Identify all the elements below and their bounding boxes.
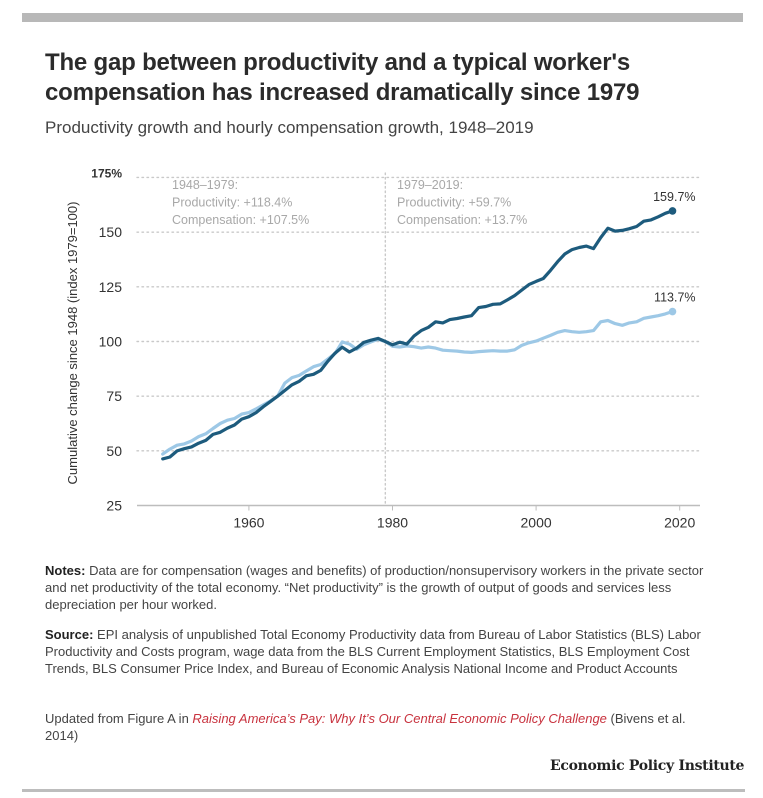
x-tick-label: 2020 [664, 515, 695, 531]
period-annotation-line: Compensation: +107.5% [172, 213, 309, 227]
y-tick-label: 50 [106, 443, 122, 459]
top-divider-bar [22, 13, 743, 22]
period-annotation-line: Compensation: +13.7% [397, 213, 527, 227]
title-line-1: The gap between productivity and a typic… [45, 49, 630, 76]
series-line-compensation [161, 309, 675, 456]
grid-layer [136, 172, 701, 507]
source-block: Source: EPI analysis of unpublished Tota… [45, 626, 725, 677]
notes-label: Notes: [45, 563, 86, 578]
y-axis-title: Cumulative change since 1948 (index 1979… [65, 202, 80, 485]
series-line-productivity [161, 209, 675, 461]
x-tick-label: 2000 [521, 515, 552, 531]
source-text: EPI analysis of unpublished Total Econom… [45, 627, 701, 676]
notes-text: Data are for compensation (wages and ben… [45, 563, 704, 612]
line-chart: 1948–1979: Productivity: +118.4% Compensat… [65, 166, 701, 531]
y-tick-label: 100 [99, 334, 123, 350]
source-label: Source: [45, 627, 94, 642]
updated-from-block: Updated from Figure A in Raising America… [45, 710, 715, 744]
notes-block: Notes: Data are for compensation (wages … [45, 562, 725, 613]
series-layer: 113.7% 159.7% [161, 190, 696, 461]
annotation-layer: 1948–1979: Productivity: +118.4% Compensat… [172, 178, 527, 227]
y-tick-label: 150 [99, 224, 123, 240]
series-end-label-compensation: 113.7% [654, 291, 695, 305]
y-tick-label: 75 [106, 388, 122, 404]
updated-suffix: (Bivens et al. 2014) [45, 711, 686, 743]
updated-prefix: Updated from Figure A in [45, 711, 193, 726]
axis-layer: 175% 150 125 100 75 50 25 1960 1980 2000 2020 Cumul… [65, 166, 700, 531]
period-annotation-line: Productivity: +118.4% [172, 196, 292, 210]
y-tick-label: 175% [91, 166, 122, 180]
period-annotation-line: 1979–2019: [397, 178, 463, 192]
series-end-marker-compensation [668, 307, 677, 316]
x-tick-label: 1980 [377, 515, 408, 531]
series-end-marker-productivity [668, 207, 677, 215]
chart-subtitle: Productivity growth and hourly compensat… [45, 118, 534, 137]
y-tick-label: 125 [99, 279, 123, 295]
epi-logo: Economic Policy Institute [550, 758, 745, 774]
x-tick-label: 1960 [233, 515, 264, 531]
series-end-label-productivity: 159.7% [653, 190, 695, 204]
period-annotation-line: Productivity: +59.7% [397, 196, 511, 210]
y-tick-label: 25 [106, 498, 122, 514]
report-link[interactable]: Raising America’s Pay: Why It’s Our Cent… [192, 711, 607, 726]
period-annotation-line: 1948–1979: [172, 178, 238, 192]
title-line-2: compensation has increased dramatically … [45, 79, 640, 106]
bottom-divider-bar [22, 789, 745, 792]
chart-title: The gap between productivity and a typic… [45, 48, 735, 108]
